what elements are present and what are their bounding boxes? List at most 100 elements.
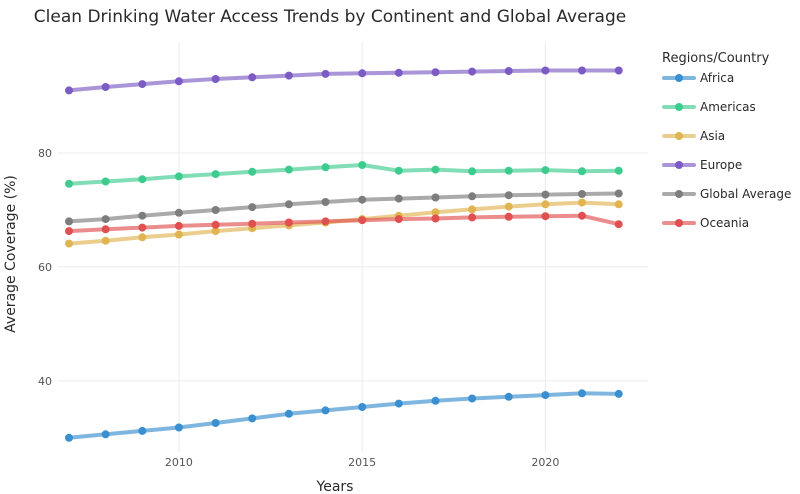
- legend-item-americas[interactable]: Americas: [662, 100, 756, 114]
- data-point-africa: [321, 406, 330, 415]
- legend-item-oceania[interactable]: Oceania: [662, 216, 749, 230]
- series-line-asia: [67, 200, 621, 246]
- data-point-americas: [284, 165, 293, 174]
- x-axis-title: Years: [316, 479, 354, 494]
- data-point-europe: [284, 71, 293, 80]
- data-point-asia: [65, 239, 73, 248]
- data-point-asia: [138, 233, 147, 242]
- data-point-americas: [614, 166, 623, 175]
- data-point-africa: [578, 389, 586, 398]
- data-point-europe: [248, 73, 257, 82]
- data-point-oceania: [358, 216, 367, 225]
- data-point-americas: [431, 165, 440, 174]
- series-line-europe: [67, 68, 621, 93]
- data-point-oceania: [65, 227, 73, 236]
- data-point-asia: [431, 208, 440, 217]
- data-point-europe: [578, 66, 586, 75]
- legend-item-africa[interactable]: Africa: [662, 71, 734, 85]
- data-point-global-average: [284, 200, 293, 209]
- data-point-global-average: [394, 194, 403, 203]
- data-point-asia: [614, 200, 623, 209]
- data-point-global-average: [101, 215, 110, 224]
- data-point-global-average: [431, 193, 440, 202]
- data-point-africa: [174, 423, 183, 432]
- data-point-europe: [468, 67, 477, 76]
- data-point-europe: [138, 80, 147, 89]
- y-axis-title: Average Coverage (%): [3, 175, 19, 333]
- data-point-global-average: [65, 217, 73, 226]
- data-point-europe: [211, 75, 220, 83]
- y-tick-label: 60: [38, 261, 52, 274]
- legend-title: Regions/Country: [662, 51, 770, 66]
- legend-swatch-marker: [675, 103, 683, 111]
- data-point-europe: [358, 69, 367, 78]
- data-point-europe: [65, 86, 73, 95]
- data-point-oceania: [504, 212, 513, 221]
- data-point-africa: [431, 396, 440, 405]
- legend-item-asia[interactable]: Asia: [662, 129, 725, 143]
- data-point-americas: [174, 172, 183, 181]
- axis-ticks: 2010 2015 2020 40 60 80: [38, 147, 559, 469]
- data-point-europe: [614, 66, 623, 75]
- data-point-europe: [431, 68, 440, 77]
- data-point-americas: [65, 179, 73, 188]
- data-point-oceania: [614, 220, 623, 229]
- series-layer: [65, 66, 623, 442]
- data-point-global-average: [174, 208, 183, 217]
- data-point-oceania: [174, 221, 183, 230]
- data-point-asia: [211, 227, 220, 236]
- data-point-americas: [211, 170, 220, 179]
- legend-label: Asia: [700, 129, 725, 143]
- data-point-asia: [578, 198, 586, 207]
- data-point-global-average: [468, 192, 477, 201]
- data-point-oceania: [138, 223, 147, 232]
- data-point-europe: [504, 67, 513, 75]
- legend-label: Global Average: [700, 187, 791, 201]
- x-tick-label: 2020: [531, 456, 559, 469]
- data-point-americas: [468, 167, 477, 176]
- data-point-africa: [65, 433, 73, 442]
- data-point-europe: [394, 68, 403, 77]
- data-point-global-average: [211, 206, 220, 214]
- data-point-oceania: [284, 218, 293, 227]
- data-point-global-average: [614, 189, 623, 198]
- legend-item-global-average[interactable]: Global Average: [662, 187, 791, 201]
- data-point-asia: [101, 236, 110, 245]
- y-tick-label: 40: [38, 375, 52, 388]
- data-point-africa: [394, 399, 403, 408]
- x-tick-label: 2015: [348, 456, 376, 469]
- data-point-asia: [541, 200, 550, 209]
- data-point-europe: [321, 69, 330, 78]
- data-point-africa: [101, 430, 110, 439]
- data-point-oceania: [321, 217, 330, 226]
- data-point-africa: [248, 414, 257, 423]
- data-point-americas: [248, 167, 257, 176]
- legend-item-europe[interactable]: Europe: [662, 158, 742, 172]
- legend-swatch-marker: [675, 219, 683, 227]
- data-point-global-average: [578, 190, 586, 198]
- legend-label: Europe: [700, 158, 742, 172]
- data-point-global-average: [321, 198, 330, 206]
- data-point-global-average: [138, 211, 147, 220]
- legend-swatch-marker: [675, 74, 683, 82]
- legend-swatch-marker: [675, 190, 683, 198]
- data-point-asia: [174, 230, 183, 239]
- data-point-oceania: [211, 220, 220, 229]
- series-line-americas: [67, 163, 621, 186]
- data-point-americas: [358, 161, 367, 169]
- legend: Regions/Country Africa Americas Asia Europe…: [662, 51, 791, 230]
- data-point-oceania: [541, 212, 550, 221]
- data-point-africa: [138, 426, 147, 435]
- data-point-americas: [138, 175, 147, 184]
- data-point-global-average: [504, 191, 513, 200]
- data-point-africa: [541, 391, 550, 400]
- data-point-oceania: [101, 225, 110, 234]
- data-point-africa: [504, 392, 513, 401]
- legend-label: Americas: [700, 100, 756, 114]
- series-line-africa: [67, 391, 621, 440]
- data-point-europe: [101, 83, 110, 91]
- series-oceania: [65, 211, 623, 236]
- series-global-average: [65, 189, 623, 226]
